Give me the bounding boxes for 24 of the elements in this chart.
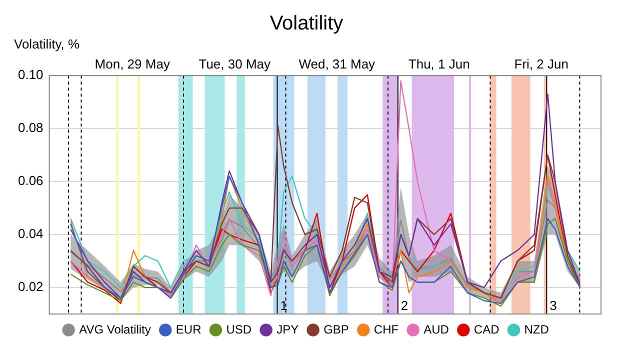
legend-label: CAD: [474, 322, 500, 336]
legend-label: AVG Volatility: [79, 322, 151, 336]
chart-title: Volatility: [270, 12, 344, 35]
y-axis-title: Volatility, %: [14, 36, 80, 52]
x-tick-label: Thu, 1 Jun: [408, 56, 470, 72]
y-tick-label: 0.02: [18, 279, 44, 294]
legend-label: AUD: [424, 322, 450, 336]
x-tick-label: Mon, 29 May: [94, 56, 170, 72]
legend-label: CHF: [374, 322, 399, 336]
annotation: 2: [400, 298, 408, 314]
x-tick-label: Wed, 31 May: [298, 56, 376, 72]
y-tick-label: 0.06: [18, 173, 44, 188]
y-tick-label: 0.10: [18, 67, 44, 82]
y-tick-label: 0.04: [18, 226, 44, 242]
legend-label: USD: [226, 322, 252, 336]
annotation: 1: [280, 298, 288, 314]
legend-label: EUR: [176, 322, 202, 336]
legend-label: JPY: [276, 322, 299, 336]
x-tick-label: Fri, 2 Jun: [514, 56, 568, 72]
annotation: 3: [550, 298, 557, 314]
legend-label: GBP: [324, 322, 349, 336]
x-tick-label: Tue, 30 May: [198, 56, 272, 72]
legend-label: NZD: [524, 322, 550, 336]
y-tick-label: 0.08: [18, 120, 44, 136]
